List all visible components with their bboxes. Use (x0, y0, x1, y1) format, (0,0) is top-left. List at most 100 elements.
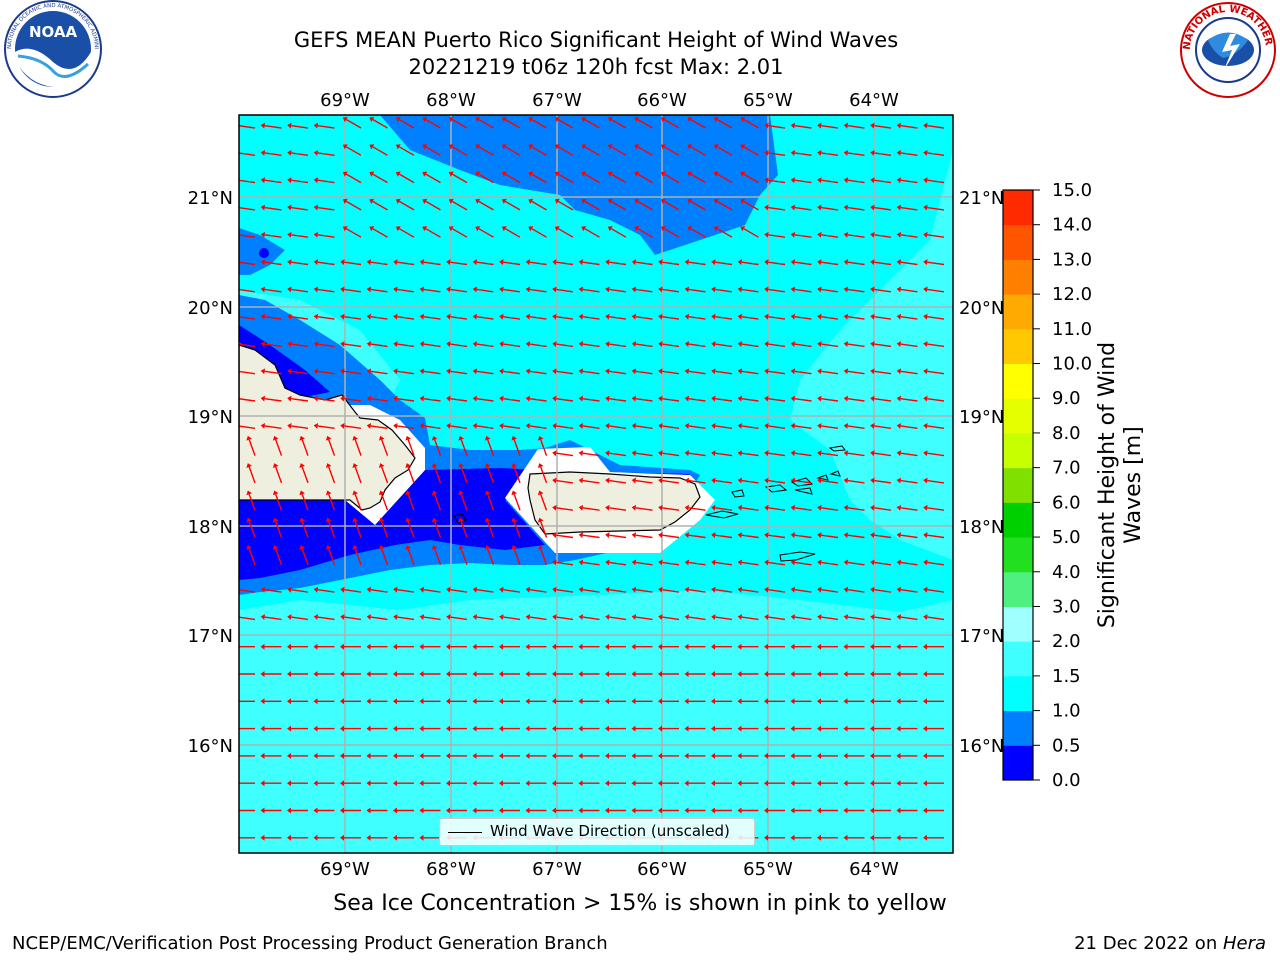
wave-direction-arrowhead (378, 463, 385, 468)
wave-direction-arrow (556, 534, 574, 539)
wave-direction-arrowhead (631, 725, 636, 732)
wave-direction-arrowhead (499, 286, 504, 293)
wave-direction-arrowhead (737, 671, 742, 677)
wave-direction-arrow (900, 425, 918, 429)
wave-direction-arrow (741, 425, 759, 429)
wave-direction-arrowhead (552, 559, 557, 566)
longitude-labels: 69°W 69°W 68°W 68°W 67°W 67°W 66°W 66°W 65°W 65°W… (320, 90, 899, 880)
wave-direction-arrow (434, 466, 442, 484)
wave-direction-arrow (768, 124, 786, 129)
wave-direction-arrowhead (713, 198, 719, 204)
wave-direction-arrowhead (790, 559, 796, 566)
wave-direction-arrow (662, 561, 680, 566)
wave-direction-arrow (381, 521, 389, 538)
wave-direction-arrow (768, 561, 786, 566)
wave-direction-arrow (768, 206, 786, 211)
wave-direction-arrowhead (790, 149, 796, 156)
wave-direction-arrowhead (446, 780, 450, 787)
wave-direction-arrowhead (896, 477, 902, 484)
wave-direction-arrowhead (260, 725, 265, 732)
wave-direction-arrow (847, 370, 865, 375)
wave-direction-arrow (584, 118, 600, 129)
wave-direction-arrowhead (234, 286, 238, 292)
wave-direction-arrowhead (554, 226, 560, 232)
wave-direction-arrowhead (764, 834, 768, 841)
latitude-labels: 21°N 21°N 20°N 20°N 19°N 19°N 18°N 18°N 17°N 17°N… (188, 188, 1005, 757)
wave-direction-arrowhead (578, 422, 584, 429)
wave-direction-arrow (821, 534, 839, 539)
wave-direction-arrowhead (499, 614, 504, 621)
wave-direction-arrow (847, 561, 865, 566)
wave-direction-arrow (381, 548, 389, 566)
wave-direction-arrowhead (525, 725, 530, 732)
wave-direction-arrow (794, 616, 812, 621)
wave-direction-arrow (531, 118, 547, 129)
colorbar-tick-label: 0.0 (1052, 770, 1081, 791)
wave-direction-arrow (821, 397, 839, 402)
wave-direction-arrowhead (234, 423, 238, 429)
wave-direction-arrow (690, 173, 706, 184)
wave-direction-arrow (291, 589, 309, 593)
wave-direction-arrowhead (272, 463, 279, 468)
wave-direction-arrowhead (684, 698, 689, 705)
wave-direction-arrow (609, 534, 627, 539)
wave-direction-arrowhead (658, 477, 663, 484)
wave-direction-arrow (662, 534, 680, 539)
wave-direction-arrow (609, 370, 627, 375)
wave-direction-arrowhead (528, 171, 534, 177)
arrow-legend: Wind Wave Direction (unscaled) (439, 818, 755, 846)
wave-direction-arrow (504, 118, 521, 129)
wave-direction-arrowhead (525, 341, 531, 348)
wave-direction-arrowhead (313, 586, 319, 593)
wave-direction-arrow (513, 439, 521, 456)
wave-direction-arrowhead (340, 834, 344, 841)
wave-direction-arrowhead (737, 504, 743, 511)
wave-direction-arrowhead (499, 780, 503, 787)
wave-direction-arrow (450, 343, 468, 348)
longitude-label-top: 67°W (532, 90, 582, 111)
wave-direction-arrowhead (340, 807, 344, 814)
wave-direction-arrowhead (366, 643, 371, 650)
wave-direction-arrowhead (484, 490, 491, 496)
wave-direction-arrowhead (378, 435, 385, 441)
wave-direction-arrow (584, 200, 600, 211)
wave-direction-arrow (927, 343, 945, 348)
wave-direction-arrowhead (578, 450, 584, 457)
wave-direction-arrow (582, 316, 600, 320)
wave-direction-arrowhead (843, 341, 849, 348)
wave-direction-arrowhead (870, 532, 875, 539)
wave-direction-arrow (794, 124, 812, 129)
wave-direction-arrow (637, 173, 653, 184)
wave-direction-arrowhead (537, 517, 544, 523)
wave-direction-arrowhead (790, 422, 796, 429)
latitude-label-left: 20°N (188, 298, 233, 319)
wave-direction-arrow (291, 397, 309, 402)
wave-direction-arrowhead (287, 698, 291, 705)
wave-direction-arrowhead (817, 834, 821, 841)
wave-direction-arrowhead (634, 144, 640, 150)
wave-direction-arrowhead (684, 504, 690, 511)
wave-direction-arrow (372, 146, 388, 156)
map-subtitle: 20221219 t06z 120h fcst Max: 2.01 (408, 55, 784, 79)
wave-direction-arrow (847, 425, 865, 429)
colorbar-segment (1003, 294, 1033, 330)
wave-direction-arrowhead (525, 643, 530, 650)
wave-direction-arrow (900, 288, 918, 293)
wave-direction-arrowhead (313, 204, 319, 211)
wave-direction-arrowhead (552, 286, 557, 293)
wave-direction-arrowhead (740, 144, 746, 150)
wave-direction-arrow (794, 479, 812, 484)
wave-direction-arrow (584, 228, 600, 238)
wave-direction-arrowhead (393, 671, 397, 677)
wave-direction-arrow (794, 507, 812, 511)
wave-direction-arrow (354, 521, 362, 538)
wave-direction-arrow (529, 288, 547, 293)
wave-direction-arrow (372, 173, 388, 184)
wave-direction-arrowhead (446, 698, 450, 705)
wave-direction-arrowhead (552, 477, 557, 484)
latitude-label-left: 17°N (188, 626, 233, 647)
wave-direction-arrowhead (790, 780, 795, 787)
wave-direction-arrowhead (246, 490, 253, 496)
wave-direction-arrowhead (499, 807, 503, 814)
wave-direction-arrowhead (313, 807, 318, 814)
